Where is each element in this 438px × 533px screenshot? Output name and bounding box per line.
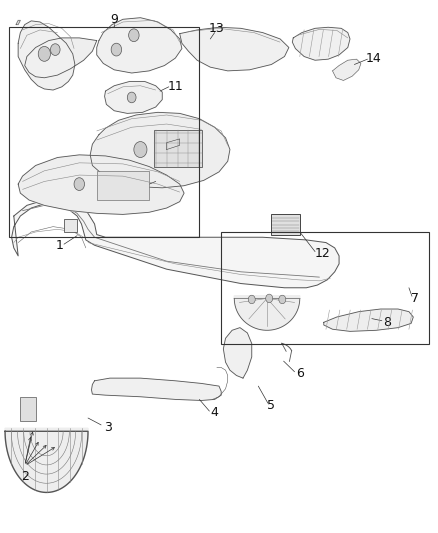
Circle shape (279, 295, 286, 304)
Text: 9: 9 (110, 13, 118, 26)
Bar (153, 131, 201, 166)
Text: 5: 5 (267, 399, 276, 413)
Bar (64, 219, 77, 232)
Circle shape (127, 92, 136, 103)
Text: 10: 10 (126, 183, 142, 196)
Polygon shape (16, 20, 20, 25)
Bar (221, 232, 428, 344)
Text: 13: 13 (209, 22, 225, 35)
Polygon shape (90, 112, 230, 188)
Circle shape (50, 44, 60, 55)
Polygon shape (105, 82, 162, 114)
Polygon shape (324, 309, 413, 332)
Text: 11: 11 (167, 80, 183, 93)
Polygon shape (12, 200, 339, 288)
Bar (10, 27, 199, 237)
Bar (20, 397, 35, 421)
Text: 12: 12 (315, 247, 331, 260)
Circle shape (38, 46, 50, 61)
Polygon shape (223, 328, 252, 378)
Circle shape (248, 295, 255, 304)
Polygon shape (5, 428, 88, 492)
Text: 1: 1 (56, 239, 64, 252)
Polygon shape (234, 296, 300, 330)
Bar (272, 214, 300, 235)
Circle shape (111, 43, 122, 56)
Polygon shape (25, 38, 97, 78)
Text: 7: 7 (411, 292, 420, 305)
Text: 14: 14 (366, 52, 382, 64)
Polygon shape (18, 21, 75, 90)
Text: 6: 6 (296, 367, 304, 381)
Text: 4: 4 (211, 406, 219, 419)
Polygon shape (18, 155, 184, 214)
Polygon shape (332, 59, 361, 80)
Text: 3: 3 (104, 421, 112, 433)
Polygon shape (180, 27, 289, 71)
Text: 8: 8 (383, 316, 391, 329)
Circle shape (129, 29, 139, 42)
Polygon shape (97, 18, 182, 73)
Circle shape (266, 294, 273, 303)
Polygon shape (92, 378, 221, 400)
Circle shape (74, 177, 85, 190)
Bar (97, 171, 149, 200)
Circle shape (134, 142, 147, 158)
Text: 2: 2 (21, 470, 28, 483)
Polygon shape (292, 27, 350, 60)
